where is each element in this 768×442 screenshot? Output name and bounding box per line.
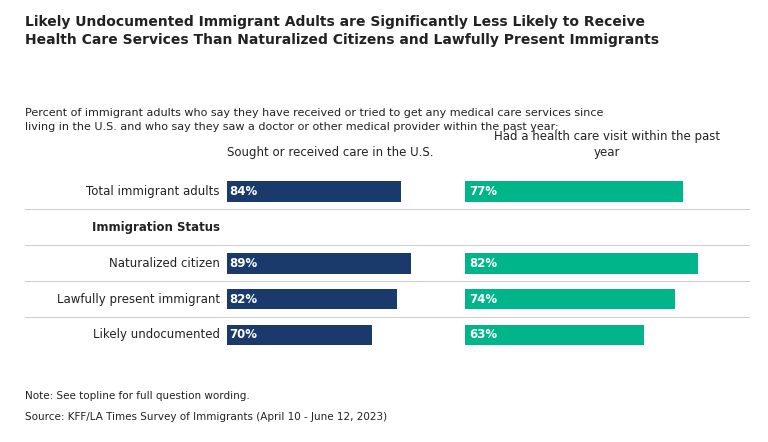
Text: Had a health care visit within the past
year: Had a health care visit within the past … [494, 130, 720, 159]
Bar [465, 181, 684, 202]
Bar [465, 289, 675, 309]
Bar [227, 324, 372, 345]
Bar [227, 181, 401, 202]
Text: 74%: 74% [469, 293, 497, 305]
Text: Source: KFF/LA Times Survey of Immigrants (April 10 - June 12, 2023): Source: KFF/LA Times Survey of Immigrant… [25, 412, 387, 422]
Text: 77%: 77% [469, 185, 497, 198]
Text: Naturalized citizen: Naturalized citizen [109, 257, 220, 270]
Text: Likely Undocumented Immigrant Adults are Significantly Less Likely to Receive
He: Likely Undocumented Immigrant Adults are… [25, 15, 659, 47]
Text: Likely undocumented: Likely undocumented [93, 328, 220, 342]
Bar [465, 253, 697, 274]
Text: Total immigrant adults: Total immigrant adults [86, 185, 220, 198]
Text: 82%: 82% [230, 293, 258, 305]
Text: Percent of immigrant adults who say they have received or tried to get any medic: Percent of immigrant adults who say they… [25, 108, 603, 132]
Text: 89%: 89% [230, 257, 258, 270]
Bar [465, 324, 644, 345]
Bar [227, 289, 396, 309]
Text: 70%: 70% [230, 328, 258, 342]
Text: 82%: 82% [469, 257, 497, 270]
Text: 63%: 63% [469, 328, 497, 342]
Text: Lawfully present immigrant: Lawfully present immigrant [57, 293, 220, 305]
Bar [227, 253, 411, 274]
Text: Immigration Status: Immigration Status [91, 221, 220, 234]
Text: Note: See topline for full question wording.: Note: See topline for full question word… [25, 391, 250, 401]
Text: 84%: 84% [230, 185, 258, 198]
Text: Sought or received care in the U.S.: Sought or received care in the U.S. [227, 146, 433, 159]
